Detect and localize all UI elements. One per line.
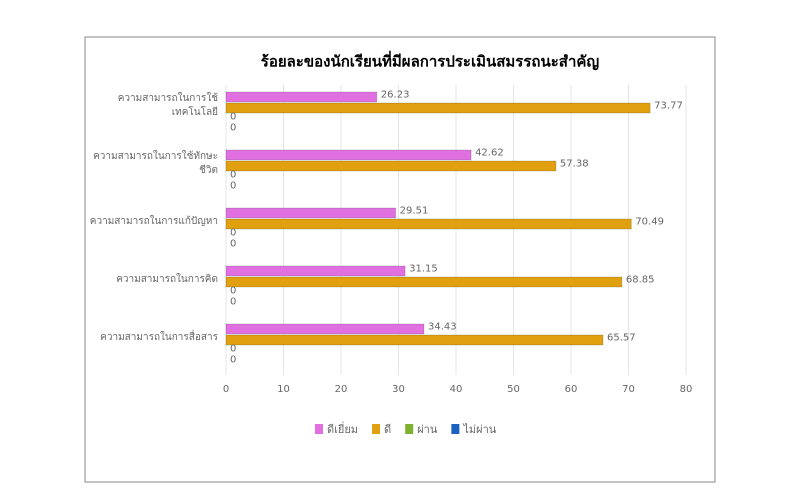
x-tick-label: 10	[277, 384, 290, 395]
data-label: 57.38	[560, 159, 589, 170]
bar	[225, 265, 406, 277]
bar	[225, 334, 604, 346]
y-tick-label: ความสามารถในการใช้ทักษะชีวิต	[93, 151, 218, 176]
bar	[225, 218, 632, 230]
bar	[225, 323, 425, 335]
data-label: 0	[230, 123, 236, 134]
data-label: 42.62	[475, 148, 504, 159]
data-label: 29.51	[400, 206, 429, 217]
data-label: 73.77	[654, 101, 683, 112]
data-label: 0	[230, 286, 236, 297]
x-tick-label: 50	[507, 384, 520, 395]
data-label: 26.23	[381, 90, 410, 101]
data-label: 0	[230, 228, 236, 239]
legend-label: ดี	[384, 423, 391, 436]
x-tick-label: 70	[622, 384, 635, 395]
data-label: 31.15	[409, 264, 438, 275]
data-label: 0	[230, 239, 236, 250]
data-label: 0	[230, 297, 236, 308]
legend-label: ผ่าน	[417, 423, 438, 436]
data-label: 70.49	[635, 217, 664, 228]
legend-marker	[405, 424, 414, 434]
bar	[225, 276, 623, 288]
data-label: 65.57	[607, 333, 636, 344]
bar	[225, 207, 397, 219]
legend-marker	[315, 424, 323, 434]
legend-marker	[372, 424, 381, 434]
x-tick-label: 80	[680, 384, 693, 395]
data-label: 68.85	[626, 275, 655, 286]
legend-label: ไม่ผ่าน	[462, 423, 496, 436]
data-label: 0	[230, 170, 236, 181]
y-tick-label: ความสามารถในการใช้เทคโนโลยี	[117, 93, 218, 118]
legend-marker	[451, 424, 460, 434]
x-tick-label: 30	[392, 384, 405, 395]
data-label: 0	[230, 181, 236, 192]
legend-label: ดีเยี่ยม	[327, 421, 358, 436]
x-tick-label: 60	[565, 384, 578, 395]
data-label: 0	[230, 112, 236, 123]
data-label: 0	[230, 344, 236, 355]
x-tick-label: 40	[450, 384, 463, 395]
bar	[225, 102, 651, 114]
x-tick-label: 0	[223, 384, 229, 395]
chart-title: ร้อยละของนักเรียนที่มีผลการประเมินสมรรถน…	[261, 51, 600, 71]
bar	[225, 160, 557, 172]
bar	[225, 149, 472, 161]
y-tick-label: ความสามารถในการคิด	[116, 274, 218, 285]
y-tick-label: ความสามารถในการแก้ปัญหา	[89, 216, 218, 227]
x-tick-label: 20	[335, 384, 348, 395]
y-tick-label: ความสามารถในการสื่อสาร	[100, 332, 218, 343]
bar	[225, 91, 378, 103]
data-label: 0	[230, 355, 236, 366]
data-label: 34.43	[428, 322, 457, 333]
